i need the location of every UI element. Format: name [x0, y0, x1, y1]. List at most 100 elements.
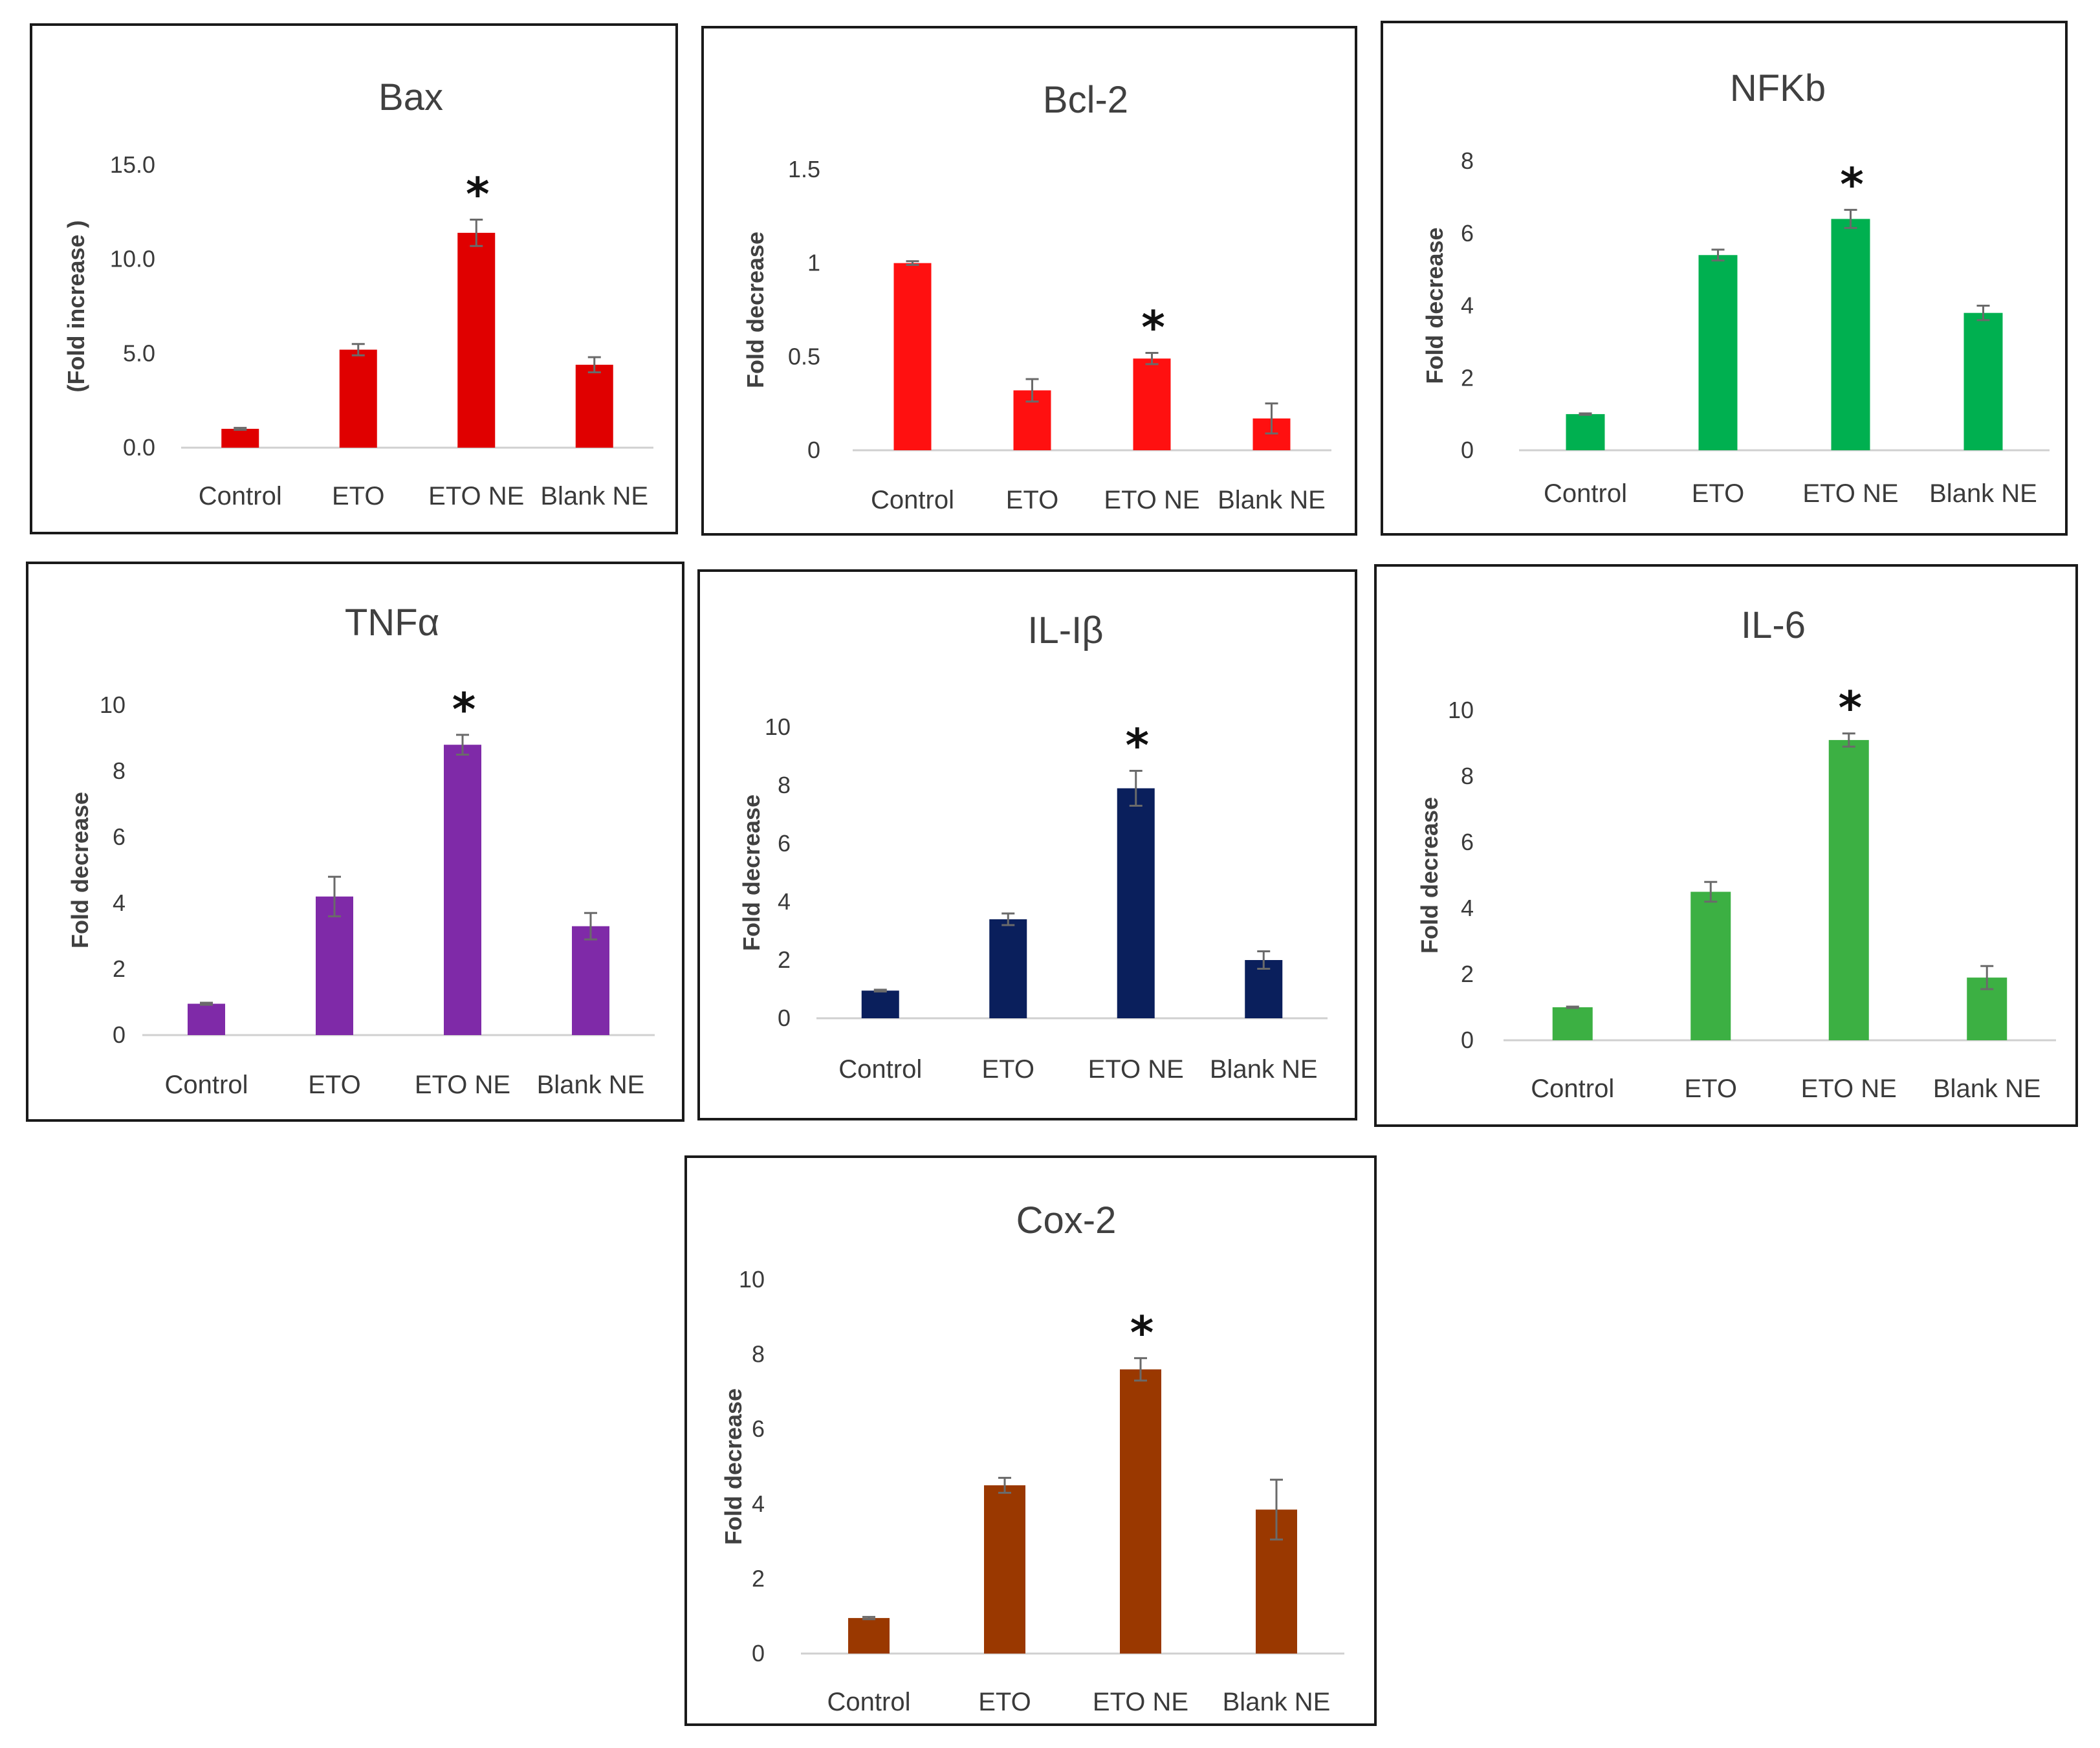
- nfkb-chart: NFKb Fold decrease 0 2 4 6 8 Control ETO ETO NE * B…: [1421, 67, 2050, 508]
- il1b-category-label: Blank NE: [1210, 1055, 1318, 1084]
- il1b-error-bar: [873, 989, 887, 993]
- cox2-y-axis-label: Fold decrease: [720, 1388, 747, 1545]
- il1b-y-axis-label: Fold decrease: [738, 794, 765, 951]
- il6-y-tick-label: 0: [1461, 1027, 1474, 1053]
- bax-y-tick-label: 10.0: [110, 246, 155, 272]
- il1b-title: IL-Iβ: [1027, 609, 1103, 651]
- bax-y-axis-label: (Fold increase ): [63, 220, 89, 392]
- tnfa-y-axis-label: Fold decrease: [67, 792, 93, 948]
- nfkb-y-tick-label: 0: [1461, 437, 1474, 463]
- nfkb-chart-panel: NFKb Fold decrease 0 2 4 6 8 Control ETO ETO NE * B…: [1381, 21, 2068, 536]
- bcl2-chart-panel: Bcl-2 Fold decrease 0 0.5 1 1.5 Control ETO ETO …: [701, 26, 1357, 536]
- tnfa-y-tick-label: 2: [113, 956, 126, 982]
- bcl2-y-tick-label: 0.5: [788, 343, 820, 369]
- tnfa-error-bar: [328, 875, 341, 917]
- cox2-bar: [1120, 1369, 1161, 1654]
- bax-category-label: Control: [199, 482, 282, 510]
- bcl2-y-tick-label: 1: [807, 250, 820, 276]
- il6-error-bar: [1980, 965, 1994, 990]
- bax-bar: [457, 232, 496, 448]
- il6-significance-star: *: [1838, 682, 1862, 735]
- nfkb-y-tick-label: 2: [1461, 364, 1474, 391]
- cox2-y-tick-label: 8: [752, 1341, 765, 1368]
- cox2-category-label: ETO: [978, 1688, 1031, 1716]
- cox2-category-label: ETO NE: [1093, 1688, 1188, 1716]
- tnfa-category-label: ETO: [308, 1071, 361, 1099]
- il1b-bar: [861, 990, 899, 1018]
- cox2-y-tick-label: 6: [752, 1415, 765, 1442]
- bax-chart: Bax (Fold increase ) 0.0 5.0 10.0 15.0 Control…: [63, 76, 653, 510]
- bcl2-y-tick-label: 0: [807, 437, 820, 463]
- il1b-y-tick-label: 10: [765, 714, 791, 740]
- cox2-error-bar: [1134, 1357, 1147, 1382]
- bcl2-y-tick-label: 1.5: [788, 156, 820, 182]
- bcl2-bar: [1133, 358, 1171, 450]
- bax-chart-panel: Bax (Fold increase ) 0.0 5.0 10.0 15.0 Control…: [30, 23, 678, 534]
- il6-bar: [1552, 1007, 1593, 1040]
- il6-category-label: ETO NE: [1801, 1075, 1897, 1103]
- tnfa-error-bar: [456, 734, 469, 756]
- nfkb-error-bar: [1976, 305, 1990, 322]
- il6-category-label: Blank NE: [1933, 1075, 2041, 1103]
- tnfa-chart: TNFα Fold decrease 0 2 4 6 8 10 Control ETO ETO NE…: [67, 602, 655, 1099]
- tnfa-category-label: ETO NE: [415, 1071, 510, 1099]
- bcl2-bar: [893, 263, 932, 450]
- bax-error-bar: [587, 356, 601, 373]
- tnfa-significance-star: *: [452, 683, 476, 736]
- cox2-title: Cox-2: [1016, 1199, 1117, 1241]
- tnfa-chart-panel: TNFα Fold decrease 0 2 4 6 8 10 Control ETO ETO NE…: [26, 562, 684, 1122]
- bcl2-y-axis-label: Fold decrease: [742, 232, 769, 388]
- bax-y-tick-label: 5.0: [123, 340, 155, 366]
- cox2-error-bar: [998, 1476, 1011, 1494]
- il1b-category-label: ETO: [981, 1055, 1034, 1084]
- il1b-y-tick-label: 2: [778, 946, 791, 973]
- bcl2-error-bar: [906, 260, 919, 267]
- tnfa-bar: [444, 745, 481, 1035]
- il1b-y-tick-label: 4: [778, 888, 791, 915]
- bax-error-bar: [470, 218, 483, 247]
- il6-y-tick-label: 6: [1461, 829, 1474, 855]
- il1b-significance-star: *: [1125, 719, 1149, 772]
- tnfa-y-tick-label: 8: [113, 758, 126, 784]
- bax-error-bar: [234, 426, 247, 431]
- il1b-chart: IL-Iβ Fold decrease 0 2 4 6 8 10 Control ETO ETO N…: [738, 609, 1328, 1084]
- il1b-error-bar: [1257, 950, 1271, 970]
- bcl2-category-label: Control: [871, 486, 954, 514]
- nfkb-significance-star: *: [1840, 158, 1864, 211]
- tnfa-y-tick-label: 10: [100, 692, 126, 718]
- bcl2-error-bar: [1265, 402, 1278, 435]
- tnfa-bar: [188, 1003, 225, 1035]
- tnfa-error-bar: [200, 1001, 213, 1006]
- il1b-category-label: ETO NE: [1088, 1055, 1184, 1084]
- bax-bar: [575, 364, 613, 448]
- tnfa-error-bar: [584, 912, 597, 941]
- cox2-error-bar: [862, 1615, 875, 1621]
- bax-error-bar: [351, 343, 365, 356]
- il6-chart: IL-6 Fold decrease 0 2 4 6 8 10 Control ETO ETO NE…: [1416, 604, 2056, 1103]
- il6-bar: [1828, 739, 1869, 1040]
- nfkb-category-label: Control: [1544, 479, 1627, 508]
- tnfa-category-label: Blank NE: [537, 1071, 645, 1099]
- il6-error-bar: [1842, 732, 1855, 748]
- il6-y-tick-label: 10: [1448, 697, 1474, 723]
- cox2-category-label: Blank NE: [1223, 1688, 1331, 1716]
- cox2-y-tick-label: 2: [752, 1565, 765, 1591]
- nfkb-title: NFKb: [1730, 67, 1826, 109]
- nfkb-y-tick-label: 6: [1461, 220, 1474, 246]
- il1b-error-bar: [1001, 912, 1015, 926]
- bax-category-label: Blank NE: [540, 482, 648, 510]
- nfkb-y-axis-label: Fold decrease: [1421, 227, 1448, 384]
- il6-y-tick-label: 2: [1461, 961, 1474, 987]
- bcl2-category-label: ETO: [1006, 486, 1059, 514]
- cox2-bar: [984, 1485, 1025, 1654]
- bax-significance-star: *: [466, 168, 490, 221]
- nfkb-error-bar: [1844, 208, 1857, 229]
- tnfa-bar: [316, 896, 353, 1035]
- bax-y-tick-label: 0.0: [123, 434, 155, 461]
- il6-error-bar: [1704, 880, 1718, 903]
- bcl2-error-bar: [1025, 378, 1039, 403]
- bax-category-label: ETO: [332, 482, 385, 510]
- nfkb-category-label: ETO NE: [1802, 479, 1898, 508]
- cox2-y-tick-label: 4: [752, 1491, 765, 1517]
- il1b-bar: [1117, 788, 1155, 1018]
